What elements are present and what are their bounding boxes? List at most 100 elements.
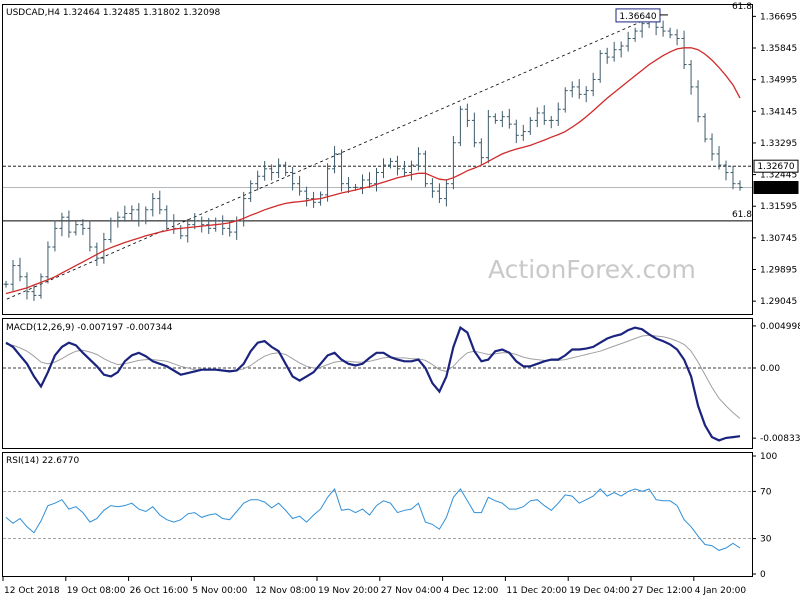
rsi-line <box>5 487 741 551</box>
price-candle <box>87 220 93 252</box>
price-tag-box <box>753 159 799 173</box>
price-candle <box>436 183 442 204</box>
price-candle <box>241 191 247 227</box>
price-candle <box>583 86 589 103</box>
price-candle <box>373 168 379 192</box>
price-candle <box>59 212 65 237</box>
price-candle <box>408 160 414 181</box>
price-candle <box>122 205 128 222</box>
price-candle <box>185 219 191 243</box>
price-tag-label: 1.32670 <box>757 162 794 172</box>
price-candle <box>443 179 449 207</box>
macd-signal-line <box>5 334 741 419</box>
price-candle <box>499 111 505 128</box>
price-candle <box>464 103 470 128</box>
time-axis-tick: 19 Dec 04:00 <box>569 586 630 596</box>
time-axis-tick: 11 Dec 20:00 <box>506 586 567 596</box>
price-candle <box>597 50 603 83</box>
rsi-axis-tick: 100 <box>760 452 777 462</box>
price-candle <box>625 31 631 52</box>
price-candle <box>688 60 694 95</box>
price-candle <box>492 113 498 124</box>
price-candle <box>360 174 366 195</box>
time-axis-tick: 4 Jan 20:00 <box>695 586 747 596</box>
price-chart-title: USDCAD,H4 1.32464 1.32485 1.31802 1.3209… <box>6 8 221 18</box>
time-axis-tick: 19 Oct 08:00 <box>67 586 126 596</box>
price-candle <box>325 163 331 202</box>
price-tag-box <box>753 180 799 194</box>
price-axis-tick: 1.31595 <box>760 202 797 212</box>
price-candle <box>199 216 205 233</box>
price-candle <box>548 115 554 129</box>
price-candle <box>339 149 345 192</box>
price-candle <box>506 108 512 129</box>
macd-panel <box>2 318 753 449</box>
price-candle <box>450 136 456 190</box>
price-candle <box>304 186 310 207</box>
macd-axis-tick: 0.00 <box>760 364 780 374</box>
price-candle <box>387 158 393 169</box>
price-candle <box>576 79 582 99</box>
price-candle <box>31 284 37 301</box>
time-axis-tick: 12 Nov 08:00 <box>255 586 316 596</box>
price-axis-tick: 1.36695 <box>760 12 797 22</box>
price-candle <box>569 81 575 98</box>
price-candle <box>80 219 86 236</box>
price-candle <box>478 138 484 166</box>
time-axis-tick: 27 Nov 04:00 <box>381 586 442 596</box>
price-axis-tick: 1.32445 <box>760 171 797 181</box>
price-candle <box>367 172 373 189</box>
price-candle <box>702 113 708 143</box>
price-candle <box>115 211 121 228</box>
price-candle <box>45 241 51 284</box>
price-candle <box>101 232 107 264</box>
time-axis-tick: 26 Oct 16:00 <box>130 586 189 596</box>
price-candle <box>66 210 72 238</box>
price-candle <box>269 164 275 181</box>
main-price-panel <box>2 4 753 315</box>
price-candle <box>10 260 16 291</box>
price-candle <box>422 150 428 188</box>
time-axis-tick: 12 Oct 2018 <box>4 586 60 596</box>
rsi-title: RSI(14) 22.6770 <box>6 456 79 466</box>
price-candle <box>290 166 296 191</box>
price-candle <box>534 107 540 128</box>
moving-average-line <box>5 47 741 295</box>
price-candle <box>716 146 722 170</box>
price-candle <box>555 102 561 126</box>
price-candle <box>24 272 30 300</box>
macd-axis-tick: -0.00833 <box>760 434 800 444</box>
price-candle <box>129 205 135 222</box>
price-candle <box>276 158 282 179</box>
price-candle <box>415 147 421 171</box>
time-axis-tick: 5 Nov 00:00 <box>192 586 247 596</box>
price-candle <box>108 217 114 243</box>
price-candle <box>674 29 680 46</box>
price-candle <box>541 105 547 125</box>
price-candle <box>297 175 303 196</box>
price-candle <box>346 176 352 194</box>
price-candle <box>262 160 268 181</box>
price-candle <box>3 280 9 288</box>
price-candle <box>667 27 673 39</box>
price-candle <box>709 133 715 161</box>
rsi-axis-tick: 0 <box>760 570 766 580</box>
axes: 1.36695 1.35845 1.34995 1.34145 1.33295 1.324… <box>2 12 800 596</box>
price-candle <box>332 146 338 174</box>
price-candle <box>730 165 736 190</box>
price-candle <box>520 124 526 141</box>
macd-plot <box>3 325 752 442</box>
price-candle <box>401 160 407 177</box>
price-candle <box>590 72 596 97</box>
price-candle <box>143 206 149 225</box>
price-candle <box>632 27 638 42</box>
price-candle <box>220 215 226 236</box>
price-candle <box>52 220 58 252</box>
price-candle <box>471 112 477 148</box>
price-candle <box>283 161 289 176</box>
time-axis-tick: 4 Dec 12:00 <box>444 586 499 596</box>
price-axis-tick: 1.35845 <box>760 44 797 54</box>
price-candle <box>164 205 170 229</box>
price-candle <box>618 41 624 58</box>
fib-label-top: 61.8 <box>732 2 752 12</box>
